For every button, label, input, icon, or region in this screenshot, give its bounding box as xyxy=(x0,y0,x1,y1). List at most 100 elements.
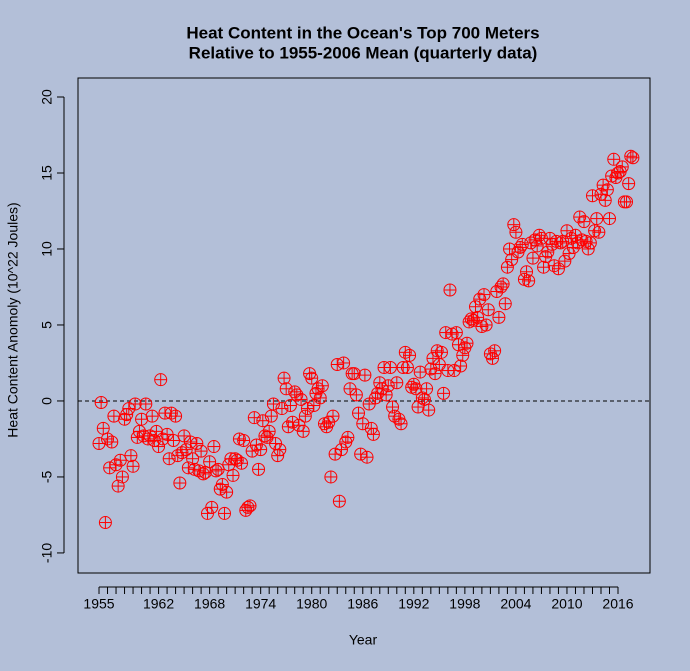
point xyxy=(169,409,183,423)
point xyxy=(571,236,585,250)
point xyxy=(479,318,493,332)
y-tick-label: 10 xyxy=(39,241,55,257)
point xyxy=(600,183,614,197)
point xyxy=(264,409,278,423)
point xyxy=(220,485,234,499)
point xyxy=(437,386,451,400)
x-tick-label: 2016 xyxy=(602,596,633,612)
point xyxy=(262,424,276,438)
point xyxy=(620,195,634,209)
point xyxy=(124,449,138,463)
y-tick-label: -5 xyxy=(39,471,55,484)
point xyxy=(307,399,321,413)
point xyxy=(583,236,597,250)
point xyxy=(526,251,540,265)
point xyxy=(598,193,612,207)
point xyxy=(413,365,427,379)
point xyxy=(432,357,446,371)
point xyxy=(551,262,565,276)
point xyxy=(454,359,468,373)
point xyxy=(398,345,412,359)
point xyxy=(481,303,495,317)
point xyxy=(626,151,640,165)
x-tick-label: 1980 xyxy=(296,596,327,612)
point xyxy=(203,455,217,469)
point xyxy=(337,356,351,370)
point xyxy=(305,371,319,385)
point xyxy=(496,277,510,291)
point xyxy=(279,382,293,396)
point xyxy=(471,310,485,324)
point xyxy=(296,424,310,438)
y-tick-label: 15 xyxy=(39,165,55,181)
point xyxy=(243,499,257,513)
point xyxy=(400,361,414,375)
point xyxy=(275,402,289,416)
plot-frame xyxy=(77,77,651,574)
point xyxy=(94,395,108,409)
point xyxy=(154,373,168,387)
point xyxy=(498,297,512,311)
point xyxy=(477,288,491,302)
point xyxy=(507,218,521,232)
x-tick-label: 1986 xyxy=(347,596,378,612)
y-axis-label: Heat Content Anomoly (10^22 Joules) xyxy=(5,202,21,437)
point xyxy=(218,506,232,520)
point xyxy=(173,476,187,490)
x-tick-label: 2004 xyxy=(500,596,531,612)
point xyxy=(460,336,474,350)
point xyxy=(294,392,308,406)
point xyxy=(115,470,129,484)
point xyxy=(273,443,287,457)
point xyxy=(585,189,599,203)
point xyxy=(403,348,417,362)
point xyxy=(420,382,434,396)
chart-title: Heat Content in the Ocean's Top 700 Mete… xyxy=(186,23,539,42)
point xyxy=(186,452,200,466)
point xyxy=(341,430,355,444)
point xyxy=(434,345,448,359)
point xyxy=(111,479,125,493)
point xyxy=(332,494,346,508)
point xyxy=(381,379,395,393)
point xyxy=(379,388,393,402)
point xyxy=(449,326,463,340)
point xyxy=(537,260,551,274)
point xyxy=(326,409,340,423)
point xyxy=(207,440,221,454)
point xyxy=(366,427,380,441)
point xyxy=(503,242,517,256)
point xyxy=(592,225,606,239)
point xyxy=(205,500,219,514)
x-tick-label: 1974 xyxy=(245,596,276,612)
point xyxy=(98,516,112,530)
point xyxy=(126,459,140,473)
point xyxy=(428,367,442,381)
x-axis-label: Year xyxy=(349,632,378,648)
x-tick-label: 1962 xyxy=(143,596,174,612)
x-tick-label: 2010 xyxy=(551,596,582,612)
point xyxy=(456,348,470,362)
point xyxy=(283,399,297,413)
x-tick-label: 1998 xyxy=(449,596,480,612)
point xyxy=(145,409,159,423)
x-tick-label: 1992 xyxy=(398,596,429,612)
y-tick-label: -10 xyxy=(39,543,55,563)
point xyxy=(226,468,240,482)
y-tick-label: 0 xyxy=(39,397,55,405)
point xyxy=(162,452,176,466)
point xyxy=(105,435,119,449)
point xyxy=(288,385,302,399)
point xyxy=(179,443,193,457)
point xyxy=(615,160,629,174)
point xyxy=(313,391,327,405)
point xyxy=(298,409,312,423)
point xyxy=(577,215,591,229)
point xyxy=(494,280,508,294)
point xyxy=(277,371,291,385)
point xyxy=(492,310,506,324)
y-tick-label: 5 xyxy=(39,321,55,329)
point xyxy=(515,237,529,251)
